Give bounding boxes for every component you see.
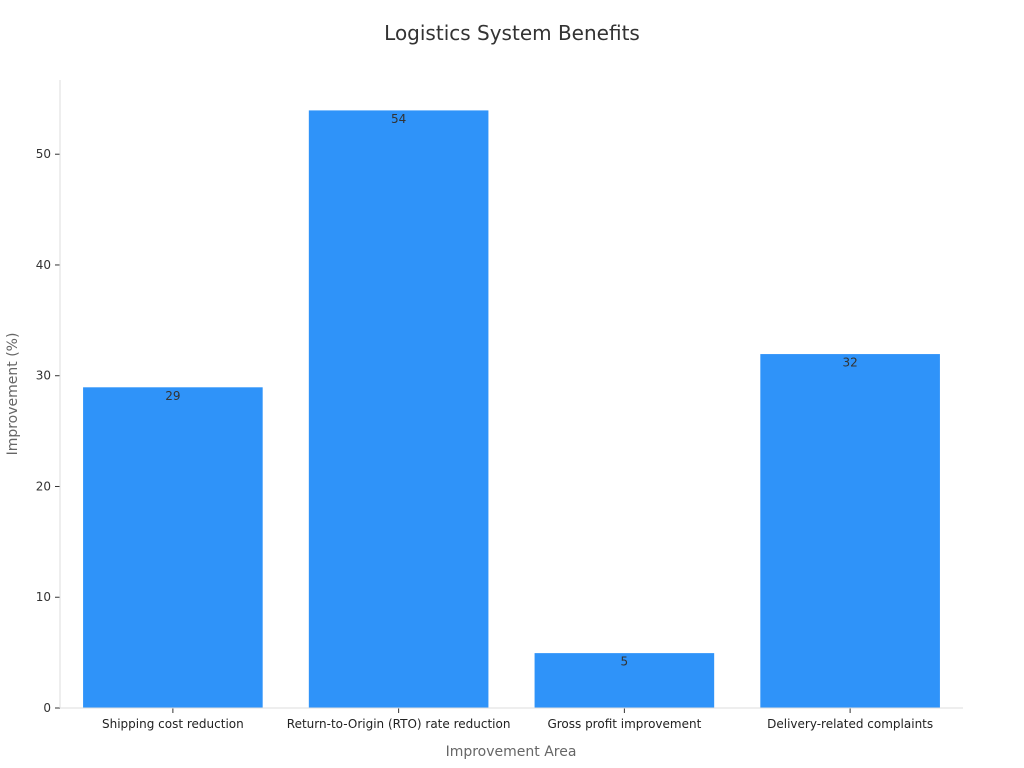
x-tick-label-3: Delivery-related complaints — [767, 717, 933, 731]
y-tick-label-1: 10 — [36, 590, 51, 604]
y-tick-label-3: 30 — [36, 369, 51, 383]
data-label-3: 32 — [842, 356, 857, 370]
labels-layer: 29 Shipping cost reduction 54 Return-to-Ori… — [36, 112, 933, 731]
bar-2 — [533, 652, 716, 709]
chart-title: Logistics System Benefits — [384, 21, 640, 45]
bars-layer — [82, 109, 941, 709]
data-label-2: 5 — [621, 655, 629, 669]
bar-0 — [82, 386, 264, 709]
x-tick-label-0: Shipping cost reduction — [102, 717, 244, 731]
data-label-1: 54 — [391, 112, 406, 126]
y-tick-label-0: 0 — [43, 701, 51, 715]
x-tick-label-2: Gross profit improvement — [547, 717, 701, 731]
x-tick-label-1: Return-to-Origin (RTO) rate reduction — [287, 717, 511, 731]
x-axis-label: Improvement Area — [446, 744, 577, 760]
y-tick-label-4: 40 — [36, 258, 51, 272]
bar-3 — [759, 353, 941, 709]
y-tick-label-5: 50 — [36, 147, 51, 161]
y-axis-label: Improvement (%) — [5, 333, 21, 456]
y-tick-label-2: 20 — [36, 479, 51, 493]
bar-1 — [307, 109, 490, 709]
axes-layer — [55, 80, 963, 713]
data-label-0: 29 — [165, 389, 180, 403]
